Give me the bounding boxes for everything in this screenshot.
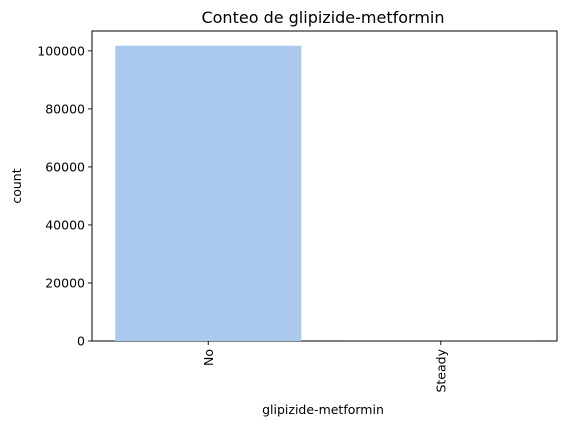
bars-group (115, 45, 534, 341)
y-tick-label: 100000 (37, 43, 85, 58)
y-tick-label: 60000 (45, 159, 85, 174)
y-tick-label: 40000 (45, 217, 85, 232)
bar-no (115, 45, 302, 341)
plot-area (91, 30, 558, 342)
y-axis: 0 20000 40000 60000 80000 100000 (37, 43, 92, 349)
x-axis: No Steady (201, 341, 448, 393)
y-tick-label: 80000 (45, 101, 85, 116)
x-tick-label-no: No (201, 349, 216, 366)
y-tick-label: 0 (77, 334, 85, 349)
chart-title: Conteo de glipizide-metformin (201, 8, 444, 27)
x-tick-label-steady: Steady (433, 348, 448, 392)
x-axis-label: glipizide-metformin (262, 402, 384, 417)
y-axis-label: count (9, 168, 24, 203)
y-tick-label: 20000 (45, 275, 85, 290)
